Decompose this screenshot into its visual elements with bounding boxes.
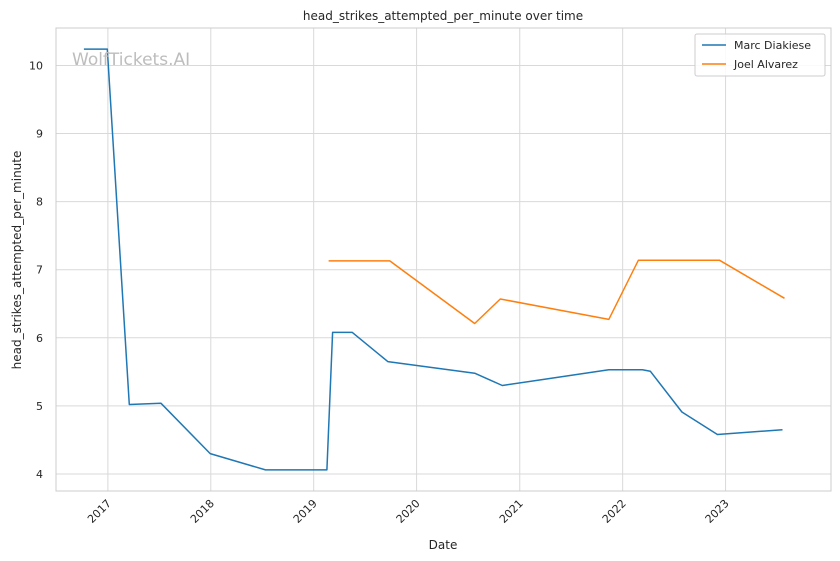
watermark-text: WolfTickets.AI: [72, 50, 190, 70]
chart-title: head_strikes_attempted_per_minute over t…: [303, 9, 583, 23]
y-tick-label: 7: [36, 264, 43, 277]
plot-area-border: [55, 27, 832, 492]
series-line-marc-diakiese: [83, 48, 783, 471]
x-tick-label: 2021: [497, 497, 526, 526]
y-tick-label: 4: [36, 468, 43, 481]
y-tick-label: 9: [36, 128, 43, 141]
x-axis-label: Date: [429, 538, 458, 552]
series-layer: [83, 48, 785, 471]
series-line-joel-alvarez: [328, 259, 785, 325]
x-tick-label: 2018: [188, 497, 217, 526]
x-tick-label: 2017: [85, 497, 114, 526]
x-tick-label: 2019: [291, 497, 320, 526]
x-tick-label: 2022: [600, 497, 629, 526]
x-tick-label: 2023: [703, 497, 732, 526]
legend-label-joel-alvarez: Joel Alvarez: [733, 58, 798, 71]
y-tick-label: 6: [36, 332, 43, 345]
x-tick-label: 2020: [394, 497, 423, 526]
y-tick-label: 8: [36, 196, 43, 209]
axis-ticks: 4 5 6 7 8 9 10 2017 2018 2019 2020 2021 2022 2023: [29, 59, 732, 525]
legend: Marc Diakiese Joel Alvarez: [694, 33, 826, 77]
y-axis-label: head_strikes_attempted_per_minute: [10, 151, 24, 370]
grid: [56, 28, 831, 491]
legend-box: [694, 33, 826, 77]
y-tick-label: 10: [29, 59, 43, 72]
legend-label-marc-diakiese: Marc Diakiese: [734, 39, 811, 52]
y-tick-label: 5: [36, 400, 43, 413]
